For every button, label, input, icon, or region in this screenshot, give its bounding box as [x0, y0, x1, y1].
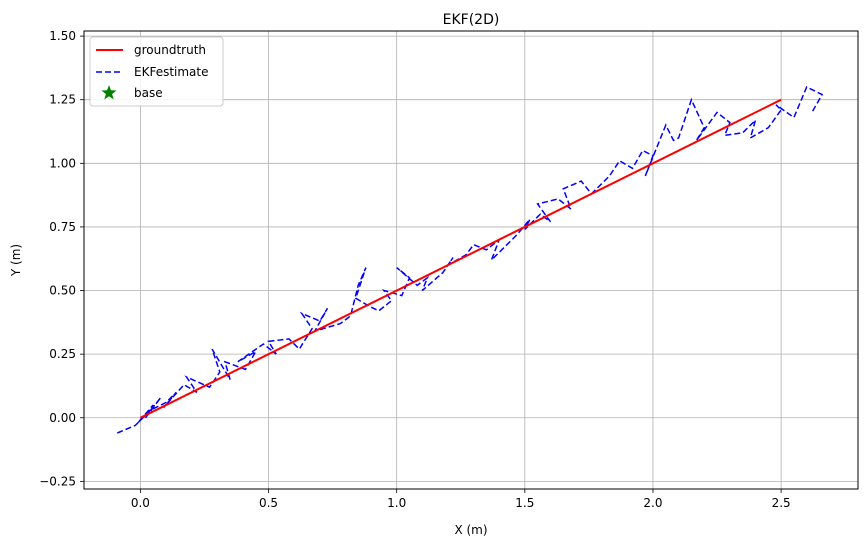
y-tick-label: 1.50 [49, 29, 76, 43]
y-tick-label: 0.50 [49, 284, 76, 298]
axis-ticks: 0.0 0.5 1.0 1.5 2.0 2.5 −0.25 0.00 0.25 0.50 0.75 1… [39, 29, 790, 510]
x-axis-label: X (m) [454, 523, 487, 537]
x-tick-label: 1.5 [515, 496, 534, 510]
y-tick-label: 0.25 [49, 347, 76, 361]
groundtruth-line [139, 98, 782, 419]
x-tick-label: 0.0 [131, 496, 150, 510]
chart-title: EKF(2D) [443, 12, 500, 28]
y-tick-label: 0.75 [49, 220, 76, 234]
y-axis-label: Y (m) [9, 244, 23, 277]
y-tick-label: 1.25 [49, 93, 76, 107]
x-tick-label: 1.0 [387, 496, 406, 510]
legend-ekfestimate-label: EKFestimate [134, 65, 209, 79]
legend-groundtruth-label: groundtruth [134, 43, 206, 57]
legend-base-label: base [134, 86, 163, 100]
plot-series [117, 85, 824, 434]
x-tick-label: 0.5 [259, 496, 278, 510]
plot-area-frame [83, 30, 859, 490]
grid-lines [84, 31, 858, 489]
legend-base-star-icon [101, 85, 117, 100]
x-tick-label: 2.5 [772, 496, 791, 510]
y-tick-label: −0.25 [39, 474, 76, 488]
legend: groundtruth EKFestimate base [89, 36, 224, 107]
ekfestimate-line [117, 85, 824, 434]
legend-box [89, 36, 224, 107]
x-tick-label: 2.0 [643, 496, 662, 510]
y-tick-label: 0.00 [49, 411, 76, 425]
y-tick-label: 1.00 [49, 156, 76, 170]
